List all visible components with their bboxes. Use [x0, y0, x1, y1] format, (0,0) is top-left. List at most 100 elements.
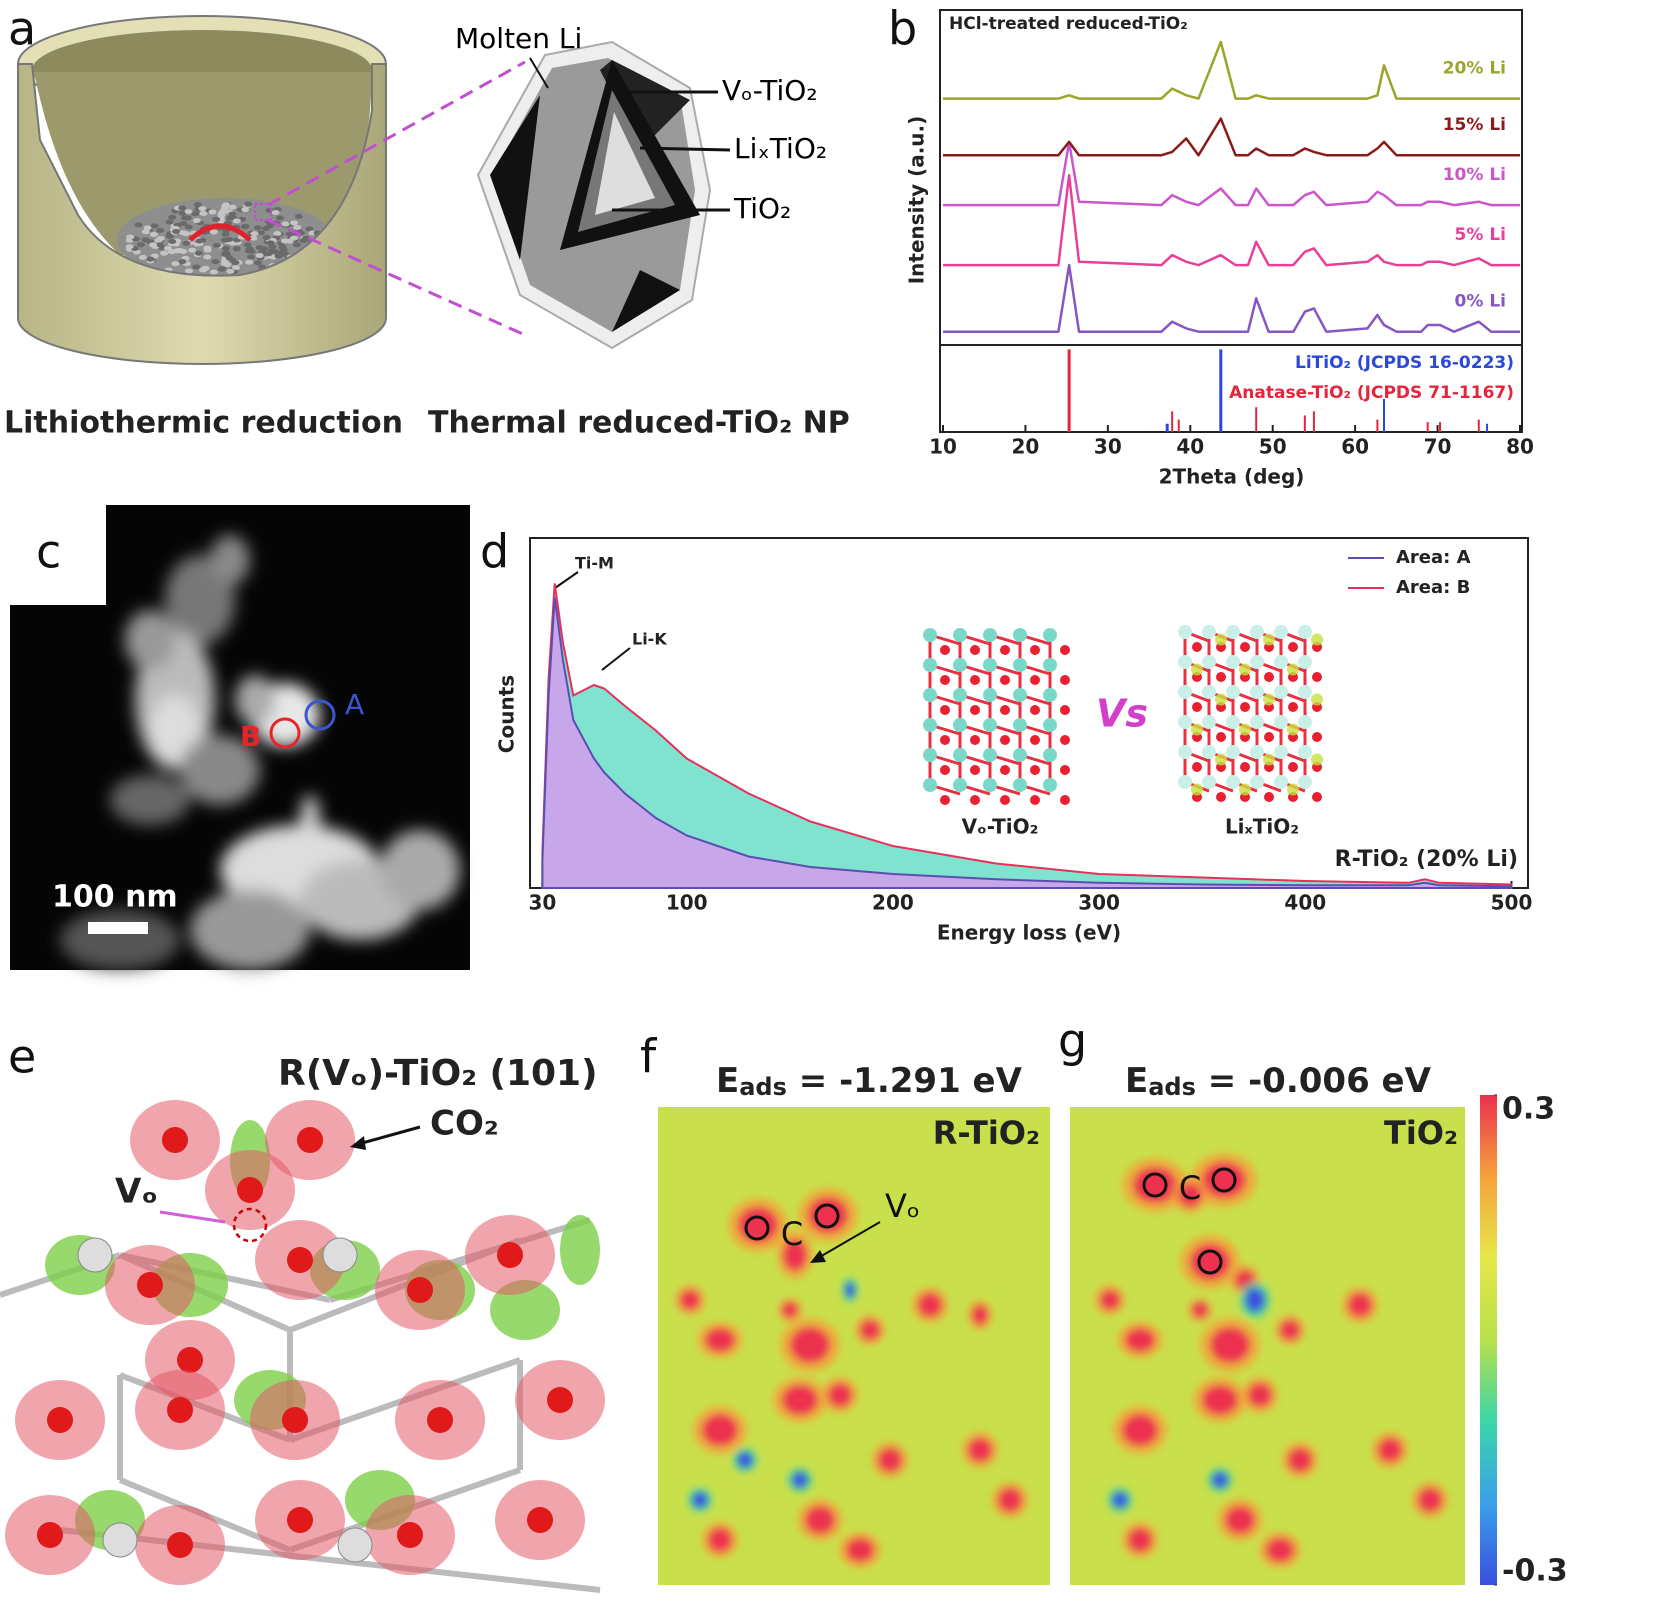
map-title: R-TiO₂ — [933, 1114, 1040, 1152]
o-marker — [744, 1215, 770, 1241]
grain — [245, 259, 254, 265]
line — [943, 140, 1520, 207]
oxygen-atom — [47, 1407, 73, 1433]
ti-atom — [923, 748, 937, 762]
ti-atom — [1226, 625, 1240, 639]
area-a-marker — [304, 699, 336, 731]
ti-atom — [983, 748, 997, 762]
spot — [708, 1528, 732, 1552]
li-atom — [1215, 693, 1227, 706]
reference-label: LiTiO₂ (JCPDS 16-0223) — [1295, 353, 1514, 373]
ti-atom — [1178, 715, 1192, 729]
grain — [281, 221, 290, 227]
grain — [226, 215, 235, 221]
ti-atom — [953, 718, 967, 732]
panel-label: f — [640, 1030, 658, 1084]
ti-atom — [1043, 748, 1057, 762]
label: TiO₂ — [733, 192, 791, 225]
grain — [188, 247, 197, 253]
spot — [782, 1385, 818, 1415]
grain — [212, 242, 221, 248]
arrow — [817, 1221, 881, 1259]
grain — [225, 255, 234, 261]
x-tick-label: 300 — [1078, 891, 1120, 915]
grain — [178, 205, 187, 211]
o-atom — [1312, 672, 1322, 682]
grain — [231, 265, 240, 271]
label: Vₒ — [885, 1187, 920, 1225]
ti-atom — [1298, 715, 1312, 729]
ti-atom — [1274, 685, 1288, 699]
o-atom — [1192, 642, 1202, 652]
ti-atom — [923, 658, 937, 672]
panel-g: g Eads = -0.006 eV TiO₂ C — [1058, 1014, 1497, 1585]
grain — [143, 225, 152, 231]
ti-atom — [1298, 685, 1312, 699]
ti-atom — [1178, 655, 1192, 669]
oxygen-atom — [167, 1397, 193, 1423]
li-atom — [1239, 723, 1251, 736]
legend-label: Area: A — [1396, 547, 1471, 568]
o-marker — [814, 1203, 840, 1229]
o-atom — [1240, 762, 1250, 772]
ti-atom — [1226, 655, 1240, 669]
label: Vₒ — [115, 1172, 158, 1212]
spot — [1225, 1506, 1255, 1534]
series-label: 5% Li — [1455, 225, 1506, 245]
energy-symbol: E — [716, 1061, 739, 1101]
ti-atom — [1013, 688, 1027, 702]
spot — [1245, 1288, 1265, 1312]
grain — [172, 229, 181, 235]
grain — [256, 230, 265, 236]
grain — [212, 216, 221, 222]
o-atom — [1192, 702, 1202, 712]
spot — [805, 1506, 835, 1534]
spot — [1210, 1327, 1250, 1363]
o-atom — [1060, 735, 1070, 745]
o-atom — [1192, 762, 1202, 772]
particle — [380, 830, 460, 910]
x-tick-label: 40 — [1176, 435, 1204, 459]
energy-label: Eads = -1.291 eV — [716, 1061, 1023, 1102]
o-atom — [940, 735, 950, 745]
ti-atom — [1298, 775, 1312, 789]
li-atom — [1215, 753, 1227, 766]
area-b-marker — [269, 717, 301, 749]
particle — [235, 675, 275, 725]
spot — [692, 1492, 708, 1508]
oxygen-atom — [407, 1277, 433, 1303]
ti-atom — [1178, 745, 1192, 759]
energy-symbol: E — [1125, 1061, 1148, 1101]
grain — [253, 225, 262, 231]
panel-f: f Eads = -1.291 eV R-TiO₂ C Vₒ — [640, 1030, 1050, 1585]
oxygen-atom — [297, 1127, 323, 1153]
x-tick-label: 50 — [1259, 435, 1287, 459]
titanium-atom — [102, 1522, 138, 1558]
o-atom — [1060, 795, 1070, 805]
ti-atom — [953, 628, 967, 642]
grain — [222, 202, 231, 208]
li-atom — [1263, 753, 1275, 766]
li-atom — [1191, 783, 1203, 796]
ti-atom — [923, 778, 937, 792]
caption: Lithiothermic reduction — [4, 406, 403, 441]
grain — [134, 222, 143, 228]
o-atom — [940, 645, 950, 655]
grain — [273, 231, 282, 237]
o-atom — [1000, 705, 1010, 715]
grain — [195, 238, 204, 244]
grain — [245, 246, 254, 252]
zoom-box — [254, 203, 272, 221]
ti-atom — [923, 718, 937, 732]
particle — [180, 735, 260, 805]
grain — [184, 209, 193, 215]
spot — [782, 1302, 798, 1318]
energy-label: Eads = -0.006 eV — [1125, 1061, 1432, 1102]
spot — [1266, 1538, 1294, 1562]
grain — [148, 242, 157, 248]
grain — [191, 211, 200, 217]
panel-b: b — [888, 2, 917, 56]
ti-atom — [1250, 715, 1264, 729]
spot — [968, 1438, 992, 1462]
colorbar — [1480, 1095, 1497, 1585]
